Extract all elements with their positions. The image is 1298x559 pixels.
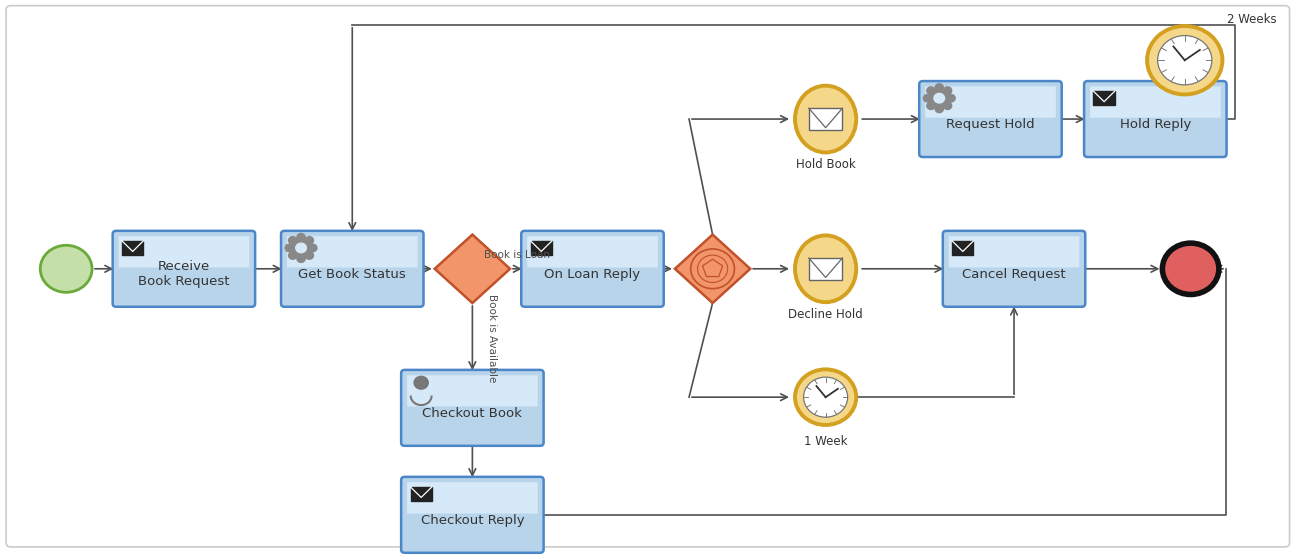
Circle shape (1147, 26, 1223, 94)
FancyBboxPatch shape (925, 87, 1055, 118)
Circle shape (1163, 243, 1219, 295)
Circle shape (948, 94, 955, 102)
Ellipse shape (794, 235, 857, 302)
FancyBboxPatch shape (527, 236, 658, 267)
Polygon shape (435, 235, 510, 303)
FancyBboxPatch shape (942, 231, 1085, 307)
FancyBboxPatch shape (282, 231, 423, 307)
Circle shape (803, 377, 848, 417)
FancyBboxPatch shape (1093, 91, 1115, 105)
Text: Get Book Status: Get Book Status (299, 268, 406, 281)
Circle shape (288, 252, 297, 259)
Text: Request Hold: Request Hold (946, 118, 1035, 131)
Text: Hold Book: Hold Book (796, 158, 855, 171)
Text: On Loan Reply: On Loan Reply (544, 268, 640, 281)
FancyBboxPatch shape (122, 241, 143, 255)
Circle shape (40, 245, 92, 292)
Circle shape (935, 105, 944, 112)
FancyBboxPatch shape (919, 81, 1062, 157)
FancyBboxPatch shape (401, 477, 544, 553)
Circle shape (414, 376, 428, 389)
Circle shape (288, 236, 297, 244)
Circle shape (927, 102, 935, 110)
Circle shape (1158, 36, 1212, 85)
FancyBboxPatch shape (118, 236, 249, 267)
Circle shape (297, 234, 305, 241)
Text: Checkout Reply: Checkout Reply (421, 514, 524, 527)
FancyBboxPatch shape (6, 6, 1289, 547)
Circle shape (935, 93, 945, 103)
Text: Receive
Book Request: Receive Book Request (138, 260, 230, 288)
FancyBboxPatch shape (953, 241, 974, 255)
Circle shape (923, 94, 932, 102)
Circle shape (935, 84, 944, 91)
Text: 2 Weeks: 2 Weeks (1227, 13, 1277, 26)
Circle shape (297, 255, 305, 262)
Circle shape (794, 369, 857, 425)
Circle shape (928, 88, 951, 109)
FancyBboxPatch shape (531, 241, 552, 255)
Text: Decline Hold: Decline Hold (788, 308, 863, 321)
Text: Book is Loan: Book is Loan (484, 250, 550, 260)
Text: Book is Available: Book is Available (487, 294, 497, 382)
FancyBboxPatch shape (809, 108, 842, 130)
FancyBboxPatch shape (401, 370, 544, 446)
Circle shape (289, 237, 313, 259)
FancyBboxPatch shape (287, 236, 418, 267)
Circle shape (309, 244, 317, 252)
Text: Checkout Book: Checkout Book (422, 407, 522, 420)
FancyBboxPatch shape (809, 258, 842, 280)
Circle shape (944, 87, 951, 94)
Text: Hold Reply: Hold Reply (1120, 118, 1192, 131)
FancyBboxPatch shape (410, 487, 432, 501)
FancyBboxPatch shape (113, 231, 256, 307)
Text: Cancel Request: Cancel Request (962, 268, 1066, 281)
Circle shape (944, 102, 951, 110)
FancyBboxPatch shape (522, 231, 663, 307)
Polygon shape (675, 235, 750, 303)
Circle shape (296, 243, 306, 253)
Circle shape (927, 87, 935, 94)
FancyBboxPatch shape (1084, 81, 1227, 157)
FancyBboxPatch shape (408, 482, 537, 514)
Circle shape (305, 252, 314, 259)
Circle shape (286, 244, 293, 252)
Circle shape (305, 236, 314, 244)
FancyBboxPatch shape (1090, 87, 1220, 118)
Ellipse shape (794, 86, 857, 153)
FancyBboxPatch shape (408, 375, 537, 406)
FancyBboxPatch shape (949, 236, 1080, 267)
Text: 1 Week: 1 Week (803, 435, 848, 448)
